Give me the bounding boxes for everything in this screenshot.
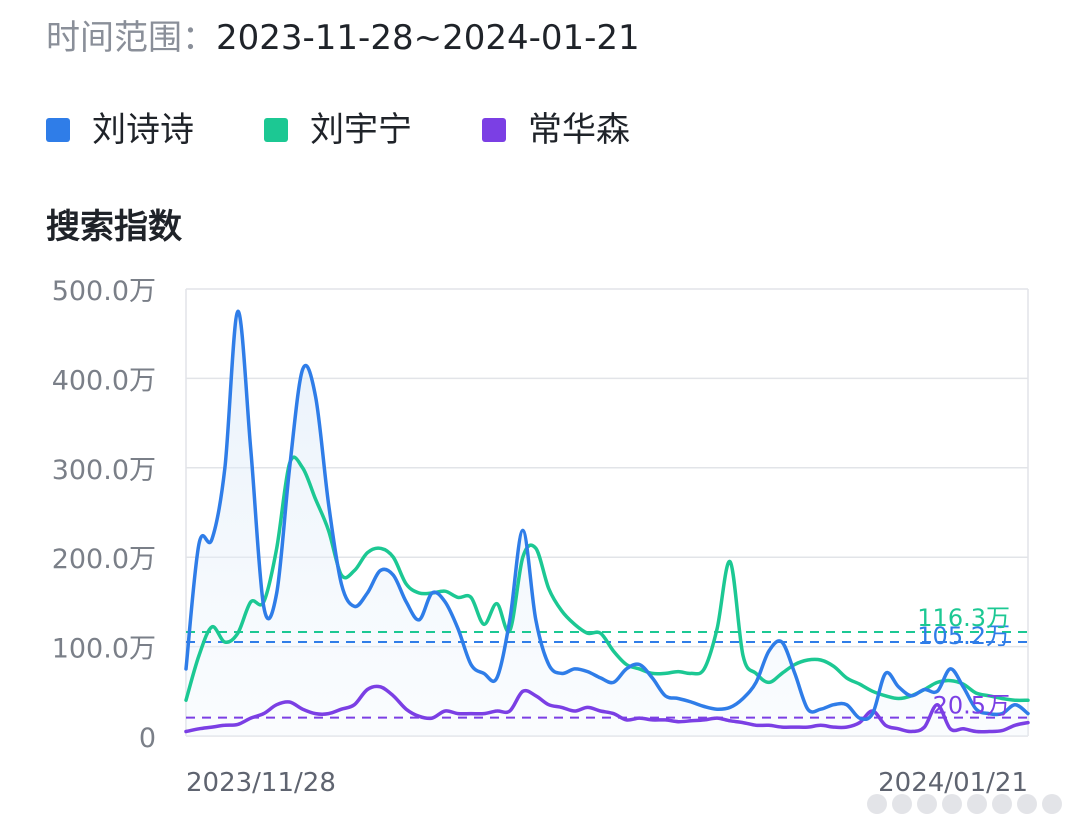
y-tick-label: 400.0万 bbox=[52, 365, 156, 396]
average-label: 105.2万 bbox=[917, 622, 1010, 650]
legend-label: 刘诗诗 bbox=[92, 110, 194, 150]
section-title: 搜索指数 bbox=[46, 207, 182, 247]
x-end-label: 2024/01/21 bbox=[878, 768, 1028, 798]
series-line bbox=[184, 309, 1030, 722]
legend-item-liuyuning[interactable]: 刘宇宁 bbox=[264, 108, 412, 152]
legend-label: 常华森 bbox=[528, 110, 630, 150]
legend-swatch bbox=[46, 118, 70, 142]
y-tick-label: 500.0万 bbox=[52, 276, 156, 307]
average-label: 20.5万 bbox=[933, 692, 1010, 720]
legend-item-liushishi[interactable]: 刘诗诗 bbox=[46, 108, 194, 152]
legend-item-changhuasen[interactable]: 常华森 bbox=[482, 108, 630, 152]
x-start-label: 2023/11/28 bbox=[186, 768, 336, 798]
time-range: 时间范围：2023-11-28~2024-01-21 bbox=[46, 14, 640, 62]
y-tick-label: 200.0万 bbox=[52, 544, 156, 575]
legend-label: 刘宇宁 bbox=[310, 110, 412, 150]
average-label: 116.3万 bbox=[917, 604, 1010, 632]
watermark bbox=[867, 794, 1062, 814]
series-line bbox=[184, 684, 1030, 734]
series-line bbox=[184, 455, 1030, 703]
area-fill-liushishi bbox=[186, 311, 1028, 736]
y-tick-label: 300.0万 bbox=[52, 455, 156, 486]
legend-swatch bbox=[264, 118, 288, 142]
y-tick-label: 0 bbox=[139, 723, 156, 754]
chart-legend: 刘诗诗 刘宇宁 常华森 bbox=[46, 108, 700, 152]
search-index-chart: 500.0万 400.0万 300.0万 200.0万 100.0万 0 105.2万116… bbox=[52, 276, 1030, 798]
time-range-value[interactable]: 2023-11-28~2024-01-21 bbox=[216, 18, 640, 58]
legend-swatch bbox=[482, 118, 506, 142]
y-tick-label: 100.0万 bbox=[52, 634, 156, 665]
time-range-label: 时间范围： bbox=[46, 18, 216, 58]
